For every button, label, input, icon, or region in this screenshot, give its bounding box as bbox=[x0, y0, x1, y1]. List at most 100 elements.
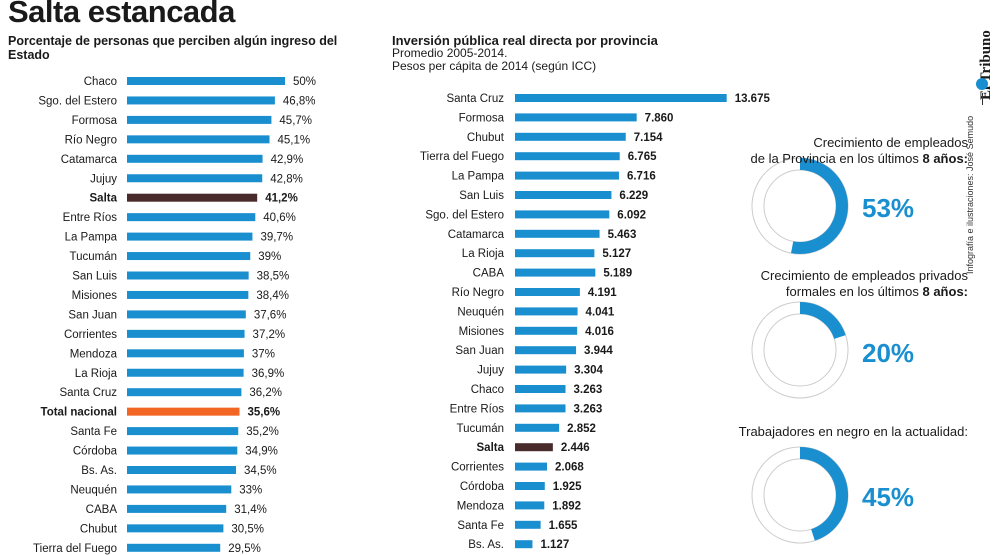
ring-3-arc bbox=[799, 447, 848, 541]
chart-0-bar bbox=[127, 115, 272, 124]
chart-1-category-label: Misiones bbox=[459, 326, 505, 338]
chart-0-bar bbox=[127, 368, 244, 377]
chart-1-value-label: 1.655 bbox=[549, 520, 578, 532]
chart-0-bar bbox=[127, 329, 245, 338]
chart-1-category-label: Tierra del Fuego bbox=[420, 151, 504, 163]
chart-0-bar bbox=[127, 213, 256, 222]
page-title: Salta estancada bbox=[8, 0, 235, 29]
chart-0-bar bbox=[127, 77, 285, 85]
credit-strip: El Tribuno Infografía e ilustraciones: J… bbox=[965, 0, 996, 280]
chart-1-bar bbox=[515, 501, 545, 510]
ring-1-inner-edge bbox=[763, 169, 837, 243]
ring-1-title-line-1: Crecimiento de empleados bbox=[813, 135, 968, 150]
brand-logo-icon bbox=[976, 78, 988, 90]
ring-2-title: Crecimiento de empleados privados formal… bbox=[700, 268, 968, 300]
chart-1-bar bbox=[515, 443, 553, 452]
chart-0-value-label: 35,6% bbox=[247, 407, 280, 419]
chart-1-bar bbox=[515, 191, 612, 199]
chart-1-bar bbox=[515, 268, 596, 277]
chart-0-category-label: Córdoba bbox=[73, 446, 118, 458]
chart-0-bar bbox=[127, 290, 249, 299]
chart-1-bar bbox=[515, 171, 619, 180]
chart-1-category-label: Neuquén bbox=[457, 306, 504, 318]
chart-1-bar bbox=[515, 462, 548, 471]
chart-0-category-label: Corrientes bbox=[64, 329, 117, 341]
ring-1-value: 53% bbox=[862, 193, 915, 223]
chart-0-bar bbox=[127, 388, 242, 397]
chart-1-value-label: 1.892 bbox=[552, 500, 581, 512]
chart-0-category-label: CABA bbox=[86, 504, 118, 516]
chart-0-category-label: Tierra del Fuego bbox=[33, 543, 117, 555]
chart-0-bar bbox=[127, 135, 270, 144]
chart-0-value-label: 34,5% bbox=[244, 465, 277, 477]
chart-0-bar bbox=[127, 310, 246, 319]
chart-0-category-label: Chaco bbox=[84, 76, 117, 88]
chart-1-value-label: 4.191 bbox=[588, 287, 617, 299]
chart-1-bar bbox=[515, 132, 626, 141]
chart-0-category-label: Entre Ríos bbox=[63, 212, 118, 224]
ring-1-title-bold: 8 años: bbox=[922, 151, 968, 166]
chart-0-value-label: 42,9% bbox=[271, 154, 304, 166]
right-chart-subtitle: Inversión pública real directa por provi… bbox=[392, 33, 658, 48]
chart-0-value-label: 31,4% bbox=[234, 504, 267, 516]
ring-3-inner-edge bbox=[763, 458, 837, 532]
chart-0-category-label: Formosa bbox=[72, 115, 118, 127]
chart-0-category-label: Santa Fe bbox=[70, 426, 117, 438]
ring-3-value: 45% bbox=[862, 482, 915, 512]
chart-1-category-label: La Rioja bbox=[462, 248, 505, 260]
ring-2-arc bbox=[799, 302, 846, 340]
chart-1-category-label: Tucumán bbox=[456, 423, 504, 435]
left-chart-subtitle: Porcentaje de personas que perciben algú… bbox=[8, 34, 338, 62]
chart-1-category-label: Entre Ríos bbox=[450, 403, 505, 415]
right-chart-subtitle-line-2: Pesos per cápita de 2014 (según ICC) bbox=[392, 59, 597, 73]
ring-2-title-line-2: formales en los últimos bbox=[785, 284, 923, 299]
chart-1-value-label: 7.860 bbox=[645, 112, 674, 124]
chart-0-value-label: 45,1% bbox=[278, 134, 311, 146]
chart-0-bar bbox=[127, 193, 258, 202]
chart-1-value-label: 3.304 bbox=[574, 365, 603, 377]
chart-1-bar bbox=[515, 152, 620, 161]
chart-1-value-label: 6.716 bbox=[627, 171, 656, 183]
chart-0-value-label: 40,6% bbox=[263, 212, 296, 224]
chart-0-value-label: 37,2% bbox=[253, 329, 286, 341]
ring-2-value: 20% bbox=[862, 338, 915, 368]
chart-1-value-label: 2.446 bbox=[561, 442, 590, 454]
chart-1-bar bbox=[515, 229, 600, 238]
chart-0-value-label: 33% bbox=[239, 484, 262, 496]
credit-separator bbox=[982, 93, 983, 105]
chart-1-category-label: Sgo. del Estero bbox=[425, 209, 504, 221]
chart-1-value-label: 3.263 bbox=[574, 384, 603, 396]
chart-0-category-label: Misiones bbox=[72, 290, 118, 302]
chart-1-category-label: Jujuy bbox=[477, 365, 504, 377]
chart-1-bar bbox=[515, 404, 566, 413]
chart-0-category-label: Neuquén bbox=[70, 484, 117, 496]
chart-0-value-label: 42,8% bbox=[270, 173, 303, 185]
chart-0-bar bbox=[127, 349, 244, 358]
chart-1-value-label: 2.852 bbox=[567, 423, 596, 435]
chart-1-value-label: 5.127 bbox=[602, 248, 631, 260]
chart-0-value-label: 30,5% bbox=[231, 523, 264, 535]
ring-1-title-line-2: de la Provincia en los últimos bbox=[750, 151, 923, 166]
credit-authors: Infografía e ilustraciones: José Semudo bbox=[965, 115, 975, 274]
chart-0-bar bbox=[127, 446, 238, 455]
chart-1-category-label: Mendoza bbox=[457, 500, 505, 512]
chart-1-value-label: 4.041 bbox=[586, 306, 615, 318]
chart-0-value-label: 39% bbox=[258, 251, 281, 263]
chart-1-value-label: 4.016 bbox=[585, 326, 614, 338]
chart-1-category-label: Santa Fe bbox=[457, 520, 504, 532]
chart-0-category-label: Jujuy bbox=[90, 173, 117, 185]
chart-0-value-label: 46,8% bbox=[283, 95, 316, 107]
chart-0-bar bbox=[127, 485, 232, 494]
chart-0-value-label: 37,6% bbox=[254, 309, 287, 321]
chart-0-category-label: Catamarca bbox=[61, 154, 118, 166]
chart-1-value-label: 1.925 bbox=[553, 481, 582, 493]
chart-1-bar bbox=[515, 540, 533, 549]
chart-0-bar bbox=[127, 504, 227, 513]
chart-1-category-label: San Luis bbox=[459, 190, 504, 202]
chart-0-value-label: 38,4% bbox=[256, 290, 289, 302]
chart-0-bar bbox=[127, 252, 251, 261]
chart-1-bar bbox=[515, 113, 637, 122]
chart-1-value-label: 3.944 bbox=[584, 345, 613, 357]
chart-0-category-label: Salta bbox=[90, 193, 118, 205]
